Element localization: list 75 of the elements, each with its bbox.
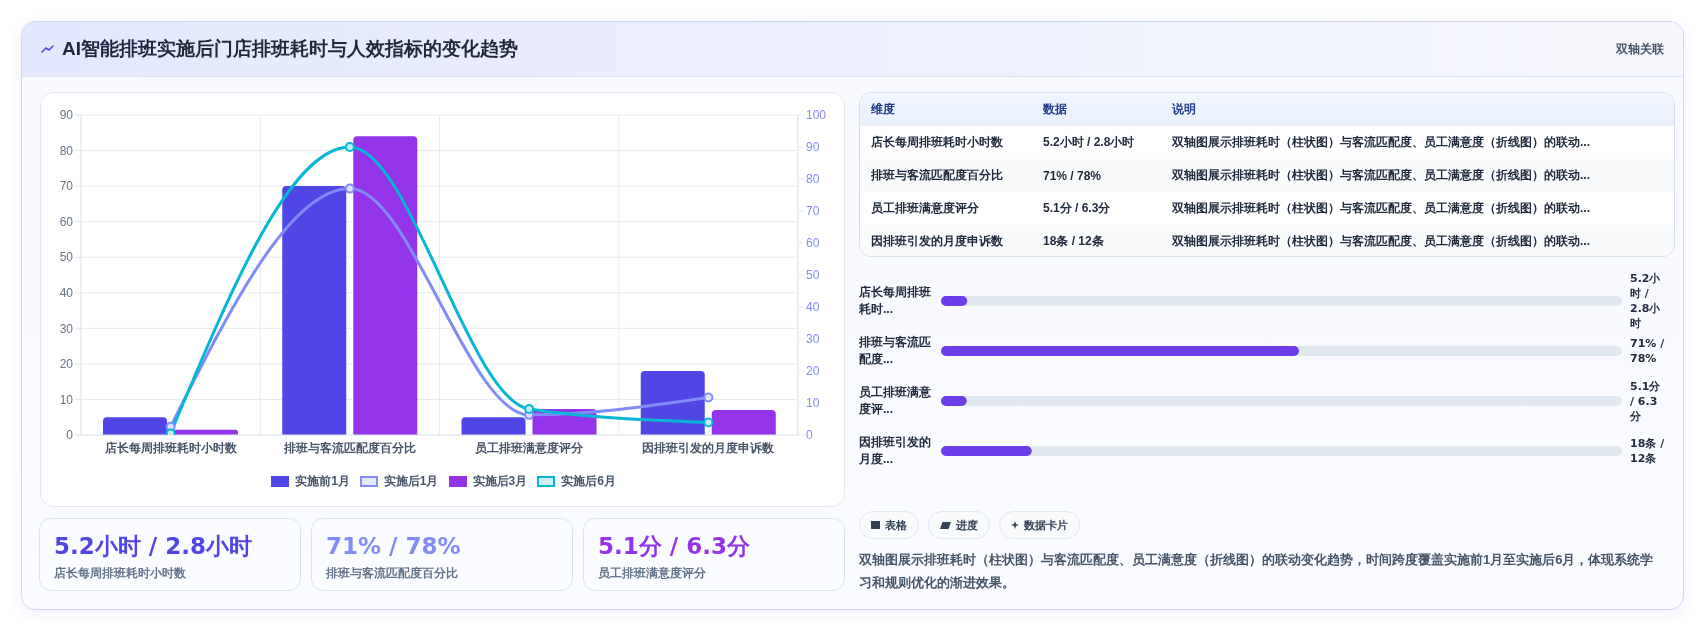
text: 因排班引发的月度申诉数 [871, 234, 1003, 248]
category-label: 说明 [1172, 101, 1196, 118]
y-tick-label: 40 [59, 286, 74, 301]
text: 员工排班满意度评分 [871, 201, 979, 215]
y-tick-label: 70 [59, 179, 74, 194]
text: 双轴关联 [1616, 40, 1664, 58]
bar [103, 417, 167, 435]
y-tick-label: 30 [59, 321, 74, 336]
y2-tick-label: 20 [806, 364, 820, 379]
text: 71% / 78% [1043, 168, 1102, 183]
y2-tick-label: 50 [806, 268, 820, 283]
y-tick-label: 60 [59, 214, 74, 229]
y2-tick-label: 80 [806, 172, 820, 187]
y2-tick-label: 30 [806, 332, 820, 347]
y2-tick-label: 10 [806, 396, 820, 411]
point [344, 142, 355, 152]
legend-label: 实施后6月 [561, 473, 616, 490]
bar [941, 446, 1032, 456]
y2-tick-label: 100 [806, 108, 827, 123]
y-tick-label: 90 [59, 108, 74, 123]
category-label: 维度 [871, 101, 895, 118]
data-label: 18条 / 12条 [1630, 436, 1666, 466]
category-label: 因排班引发的月度... [859, 435, 931, 466]
text: 双轴图展示排班耗时（柱状图）与客流匹配度、员工满意度（折线图）的联动... [1172, 168, 1591, 182]
text: 5.2小时 / 2.8小时 [1043, 135, 1135, 149]
text: 排班与客流匹配度百分比 [326, 566, 458, 580]
text: 5.1分 / 6.3分 [598, 533, 750, 559]
point [344, 183, 355, 194]
text: 店长每周排班耗时小时数 [871, 135, 1003, 149]
text: 双轴图展示排班耗时（柱状图）与客流匹配度、员工满意度（折线图）的联动变化趋势，时间跨度覆盖实施前1月至实施后6月，体现系统学习和规则优化的渐进效果。 [859, 552, 1654, 590]
y2-tick-label: 70 [806, 204, 820, 219]
y-tick-label: 20 [59, 357, 74, 372]
text: 双轴图展示排班耗时（柱状图）与客流匹配度、员工满意度（折线图）的联动... [1172, 234, 1591, 248]
category-label: 数据卡片 [1024, 517, 1068, 533]
category-label: 员工排班满意度评... [859, 385, 931, 416]
bar [461, 417, 526, 435]
legend-label: 实施后1月 [383, 473, 439, 490]
bar [353, 136, 418, 435]
y2-tick-label: 60 [806, 236, 820, 251]
y-tick-label: 50 [59, 250, 74, 265]
x-tick-label: 因排班引发的月度申诉数 [642, 440, 776, 455]
legend-label: 实施后3月 [472, 473, 528, 490]
x-tick-label: 员工排班满意度评分 [475, 440, 585, 455]
y2-tick-label: 90 [806, 140, 820, 155]
legend-label: 实施前1月 [295, 473, 350, 490]
category-label: 数据 [1043, 101, 1067, 118]
point [703, 417, 714, 428]
chart-title: AI智能排班实施后门店排班耗时与人效指标的变化趋势 [62, 37, 518, 61]
bar [711, 410, 776, 435]
data-label: 5.1分 / 6.3分 [1630, 378, 1662, 424]
text: 5.1分 / 6.3分 [1043, 201, 1111, 215]
text: 双轴图展示排班耗时（柱状图）与客流匹配度、员工满意度（折线图）的联动... [1172, 135, 1591, 149]
text: 排班与客流匹配度百分比 [871, 168, 1003, 182]
text: 5.2小时 / 2.8小时 [54, 533, 252, 559]
y-tick-label: 80 [59, 143, 74, 158]
category-label: 排班与客流匹配度... [859, 335, 931, 366]
x-tick-label: 店长每周排班耗时小时数 [103, 440, 238, 455]
bar [282, 186, 347, 435]
category-label: 店长每周排班耗时... [859, 285, 931, 316]
text: 双轴图展示排班耗时（柱状图）与客流匹配度、员工满意度（折线图）的联动... [1172, 201, 1591, 215]
data-label: 5.2小时 / 2.8小时 [1630, 271, 1662, 331]
category-label: 表格 [885, 517, 907, 533]
y2-tick-label: 40 [806, 300, 820, 315]
data-label: 71% / 78% [1630, 336, 1666, 366]
text: 18条 / 12条 [1043, 234, 1104, 248]
text: 店长每周排班耗时小时数 [54, 566, 186, 580]
x-tick-label: 排班与客流匹配度百分比 [282, 440, 416, 455]
y-tick-label: 0 [66, 428, 74, 443]
y2-tick-label: 0 [806, 428, 813, 443]
point [703, 392, 714, 403]
y-tick-label: 10 [59, 392, 74, 407]
category-label: 进度 [956, 517, 978, 533]
text: 71% / 78% [326, 533, 461, 559]
point [524, 404, 535, 415]
text: 员工排班满意度评分 [598, 566, 706, 580]
